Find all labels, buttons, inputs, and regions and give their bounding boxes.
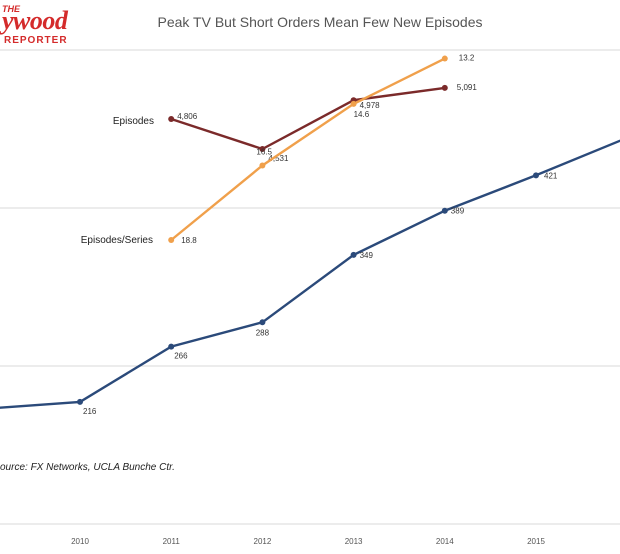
series-line-2: [170, 57, 446, 241]
data-point-0-2: [168, 343, 175, 350]
data-point-2-1: [259, 162, 266, 169]
chart-title: Peak TV But Short Orders Mean Few New Ep…: [157, 14, 483, 30]
data-point-1-0: [168, 116, 175, 122]
data-label-1-2: 4,978: [360, 101, 381, 110]
x-tick-label-2012: 2012: [254, 537, 272, 546]
data-label-0-3: 288: [256, 328, 270, 337]
source-note: ource: FX Networks, UCLA Bunche Ctr.: [0, 462, 175, 473]
series-label-1: Episodes: [113, 116, 154, 127]
x-tick-label-2015: 2015: [527, 537, 545, 546]
data-point-2-2: [350, 100, 357, 107]
data-label-0-1: 216: [83, 407, 97, 416]
logo-the: THE: [2, 4, 20, 14]
x-tick-label-2010: 2010: [71, 537, 89, 546]
data-point-0-4: [350, 251, 357, 258]
data-point-1-3: [441, 84, 448, 91]
x-tick-label-2014: 2014: [436, 537, 454, 546]
data-label-1-1: 4,531: [268, 154, 289, 163]
data-point-0-6: [533, 172, 539, 179]
series-line-0: [0, 139, 620, 409]
data-label-0-4: 349: [360, 251, 374, 260]
logo-name: ywood: [2, 6, 68, 35]
x-tick-label-2013: 2013: [345, 537, 363, 546]
data-point-2-3: [441, 55, 448, 62]
logo-reporter: REPORTER: [4, 35, 68, 46]
series-line-1: [170, 86, 445, 151]
data-point-0-1: [77, 398, 83, 405]
data-label-0-2: 266: [174, 352, 188, 361]
x-tick-label-2011: 2011: [163, 537, 181, 546]
data-point-1-1: [259, 146, 266, 153]
data-label-0-5: 389: [451, 207, 465, 216]
data-label-2-3: 13.2: [459, 54, 475, 63]
series-label-2: Episodes/Series: [81, 235, 153, 246]
data-label-2-1: 16.5: [256, 147, 272, 156]
hollywood-reporter-logo: THE ywood REPORTER: [0, 0, 110, 50]
data-point-0-5: [441, 207, 448, 214]
data-label-2-0: 18.8: [181, 236, 197, 245]
data-point-0-3: [259, 319, 266, 326]
data-label-2-2: 14.6: [354, 110, 370, 119]
data-label-1-3: 5,091: [457, 83, 478, 92]
data-label-0-6: 421: [544, 171, 558, 180]
data-point-2-0: [168, 237, 175, 243]
data-label-1-0: 4,806: [177, 112, 198, 121]
